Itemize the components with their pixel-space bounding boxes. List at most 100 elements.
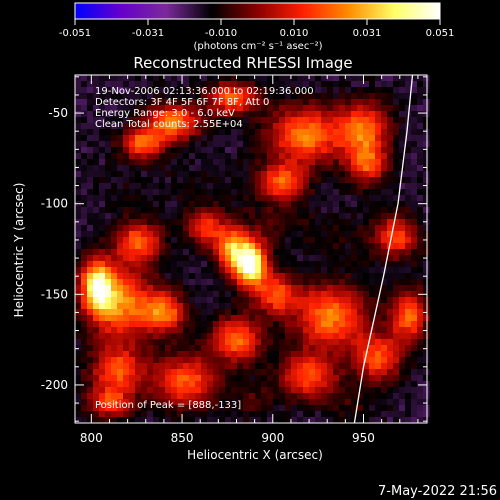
- heatmap-cell: [135, 303, 142, 310]
- heatmap-cell: [339, 255, 346, 262]
- heatmap-cell: [309, 153, 316, 160]
- heatmap-cell: [423, 417, 430, 424]
- heatmap-cell: [243, 153, 250, 160]
- heatmap-cell: [213, 231, 220, 238]
- heatmap-cell: [291, 297, 298, 304]
- heatmap-cell: [243, 279, 250, 286]
- heatmap-cell: [303, 195, 310, 202]
- heatmap-cell: [273, 135, 280, 142]
- heatmap-cell: [273, 153, 280, 160]
- heatmap-cell: [243, 165, 250, 172]
- heatmap-cell: [219, 147, 226, 154]
- heatmap-cell: [249, 189, 256, 196]
- heatmap-cell: [303, 171, 310, 178]
- heatmap-cell: [351, 87, 358, 94]
- heatmap-cell: [237, 165, 244, 172]
- heatmap-cell: [267, 303, 274, 310]
- x-tick-label: 800: [80, 431, 103, 445]
- heatmap-cell: [255, 333, 262, 340]
- heatmap-cell: [75, 375, 82, 382]
- heatmap-cell: [237, 273, 244, 280]
- heatmap-cell: [219, 129, 226, 136]
- heatmap-cell: [417, 147, 424, 154]
- heatmap-cell: [237, 141, 244, 148]
- heatmap-cell: [405, 237, 412, 244]
- heatmap-cell: [393, 165, 400, 172]
- heatmap-cell: [393, 201, 400, 208]
- heatmap-cell: [423, 129, 430, 136]
- heatmap-cell: [369, 417, 376, 424]
- heatmap-cell: [351, 141, 358, 148]
- heatmap-cell: [345, 279, 352, 286]
- heatmap-cell: [351, 381, 358, 388]
- heatmap-cell: [171, 111, 178, 118]
- heatmap-cell: [333, 261, 340, 268]
- heatmap-cell: [405, 81, 412, 88]
- heatmap-cell: [249, 75, 256, 82]
- heatmap-cell: [381, 405, 388, 412]
- heatmap-cell: [147, 369, 154, 376]
- heatmap-cell: [213, 111, 220, 118]
- heatmap-cell: [405, 369, 412, 376]
- heatmap-cell: [195, 213, 202, 220]
- heatmap-cell: [87, 213, 94, 220]
- heatmap-cell: [315, 189, 322, 196]
- heatmap-cell: [339, 327, 346, 334]
- heatmap-cell: [153, 153, 160, 160]
- heatmap-cell: [351, 123, 358, 130]
- heatmap-cell: [369, 303, 376, 310]
- heatmap-cell: [255, 387, 262, 394]
- heatmap-cell: [135, 315, 142, 322]
- heatmap-cell: [207, 225, 214, 232]
- heatmap-cell: [309, 255, 316, 262]
- heatmap-cell: [381, 309, 388, 316]
- heatmap-cell: [129, 123, 136, 130]
- heatmap-cell: [231, 117, 238, 124]
- heatmap-cell: [399, 123, 406, 130]
- heatmap-cell: [279, 279, 286, 286]
- heatmap-cell: [345, 81, 352, 88]
- heatmap-cell: [141, 237, 148, 244]
- heatmap-cell: [147, 105, 154, 112]
- heatmap-cell: [321, 177, 328, 184]
- heatmap-cell: [153, 315, 160, 322]
- heatmap-cell: [393, 351, 400, 358]
- heatmap-cell: [231, 225, 238, 232]
- heatmap-cell: [117, 297, 124, 304]
- heatmap-cell: [267, 405, 274, 412]
- heatmap-cell: [387, 117, 394, 124]
- heatmap-cell: [213, 255, 220, 262]
- heatmap-cell: [75, 363, 82, 370]
- heatmap-cell: [297, 237, 304, 244]
- heatmap-cell: [327, 279, 334, 286]
- heatmap-cell: [285, 381, 292, 388]
- heatmap-cell: [261, 357, 268, 364]
- heatmap-cell: [255, 411, 262, 418]
- heatmap-cell: [123, 363, 130, 370]
- heatmap-cell: [237, 111, 244, 118]
- heatmap-cell: [381, 111, 388, 118]
- heatmap-cell: [333, 399, 340, 406]
- heatmap-cell: [189, 147, 196, 154]
- heatmap-cell: [75, 105, 82, 112]
- heatmap-cell: [105, 81, 112, 88]
- heatmap-cell: [375, 369, 382, 376]
- heatmap-cell: [249, 279, 256, 286]
- heatmap-cell: [111, 369, 118, 376]
- heatmap-cell: [237, 411, 244, 418]
- heatmap-cell: [285, 135, 292, 142]
- heatmap-cell: [387, 99, 394, 106]
- heatmap-cell: [351, 351, 358, 358]
- heatmap-cell: [411, 219, 418, 226]
- heatmap-cell: [387, 123, 394, 130]
- heatmap-cell: [147, 219, 154, 226]
- heatmap-cell: [75, 339, 82, 346]
- heatmap-cell: [171, 417, 178, 424]
- heatmap-cell: [201, 357, 208, 364]
- heatmap-cell: [129, 189, 136, 196]
- heatmap-cell: [225, 183, 232, 190]
- heatmap-cell: [219, 165, 226, 172]
- heatmap-cell: [243, 93, 250, 100]
- heatmap-cell: [411, 285, 418, 292]
- heatmap-cell: [399, 393, 406, 400]
